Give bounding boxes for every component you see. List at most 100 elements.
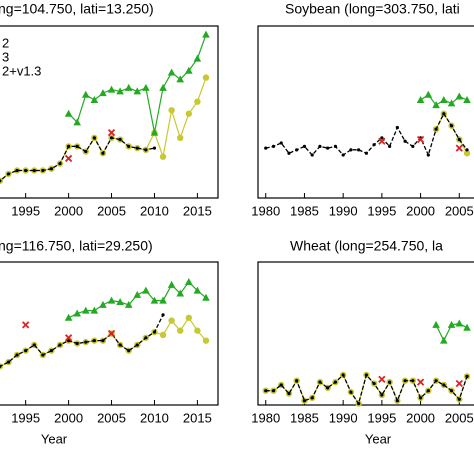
- x-tick-label: 1980: [251, 410, 280, 425]
- point: [287, 391, 291, 396]
- point: [99, 89, 107, 97]
- point: [310, 396, 314, 400]
- point: [116, 87, 124, 95]
- point: [90, 95, 99, 103]
- point: [341, 373, 345, 377]
- point: [150, 128, 159, 136]
- point: [107, 296, 116, 304]
- legend-label: 2+v1.3: [2, 63, 41, 78]
- point: [465, 374, 469, 378]
- point: [457, 397, 461, 401]
- point: [107, 85, 116, 93]
- point: [101, 339, 105, 343]
- point: [388, 380, 392, 384]
- chart-title: ng=116.750, lati=29.250): [0, 238, 153, 254]
- point: [135, 146, 139, 150]
- x-tick-label: 2015: [183, 203, 212, 218]
- point: [455, 92, 464, 100]
- plot-frame: [257, 261, 474, 406]
- point: [380, 136, 384, 140]
- point: [127, 349, 131, 353]
- point: [176, 75, 185, 83]
- point: [395, 399, 399, 403]
- x-tick-label: 2000: [54, 410, 83, 425]
- point: [357, 401, 361, 406]
- point: [167, 68, 176, 76]
- point: [403, 379, 407, 383]
- point: [81, 90, 90, 98]
- point: [434, 127, 438, 131]
- point: [302, 144, 307, 148]
- point: [271, 389, 276, 393]
- point: [447, 320, 456, 328]
- point: [15, 168, 19, 173]
- point: [135, 343, 139, 347]
- point: [193, 286, 202, 294]
- point: [167, 280, 176, 288]
- point: [49, 167, 54, 171]
- x-tick-label: 2010: [140, 203, 169, 218]
- x-axis-label: Year: [41, 431, 68, 446]
- point: [333, 380, 338, 384]
- plot-frame: [257, 25, 474, 199]
- point: [310, 153, 314, 157]
- legend-label: 3: [2, 49, 9, 64]
- point: [127, 144, 131, 148]
- point: [32, 168, 36, 173]
- point: [426, 153, 430, 157]
- point: [295, 379, 299, 383]
- legend-label: 2: [2, 35, 9, 50]
- point: [455, 379, 463, 388]
- point: [185, 314, 193, 321]
- x-tick-label: 2010: [140, 410, 169, 425]
- point: [326, 386, 330, 390]
- point: [124, 300, 133, 308]
- point: [463, 95, 471, 103]
- x-tick-label: 1995: [11, 410, 40, 425]
- point: [142, 83, 150, 91]
- point: [152, 330, 157, 334]
- series-line: [0, 316, 207, 368]
- point: [202, 74, 210, 81]
- chart-title: Wheat (long=254.750, la: [290, 238, 443, 254]
- point: [194, 98, 201, 105]
- point: [75, 341, 79, 346]
- x-tick-label: 2005: [445, 203, 474, 218]
- point: [177, 134, 184, 141]
- point: [326, 146, 330, 150]
- point: [341, 153, 345, 157]
- point: [66, 144, 71, 148]
- x-axis-label: Year: [365, 431, 392, 446]
- point: [455, 144, 463, 152]
- point: [442, 112, 446, 116]
- point: [333, 144, 338, 148]
- point: [161, 313, 165, 317]
- point: [395, 125, 399, 130]
- point: [202, 337, 210, 344]
- point: [6, 172, 11, 176]
- point: [372, 381, 376, 386]
- point: [144, 148, 148, 152]
- point: [41, 168, 45, 173]
- point: [176, 289, 185, 297]
- point: [271, 144, 276, 148]
- plot-frame: [0, 25, 219, 199]
- point: [58, 343, 62, 347]
- point: [264, 389, 268, 393]
- point: [416, 378, 425, 386]
- point: [378, 375, 386, 383]
- point: [92, 136, 96, 140]
- series-line: [435, 112, 468, 154]
- point: [118, 137, 122, 142]
- point: [264, 146, 268, 150]
- point: [194, 327, 201, 334]
- point: [449, 124, 454, 128]
- point: [133, 290, 142, 298]
- x-tick-label: 2000: [54, 203, 83, 218]
- point: [109, 136, 114, 140]
- point: [185, 66, 193, 74]
- point: [144, 336, 148, 340]
- point: [457, 137, 461, 142]
- x-tick-label: 1995: [367, 410, 396, 425]
- point: [185, 110, 193, 117]
